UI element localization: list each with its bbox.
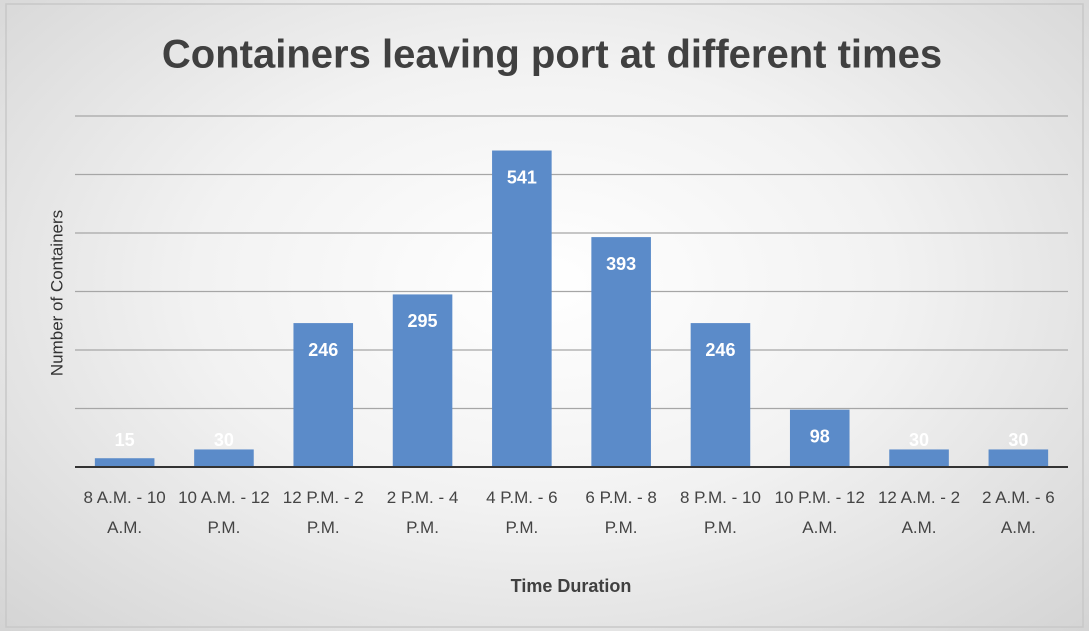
x-tick-label: 2 A.M. - 6 A.M.	[981, 488, 1055, 537]
bar	[94, 458, 155, 467]
data-label: 246	[308, 340, 338, 360]
bar	[492, 150, 552, 467]
x-tick-label: 8 P.M. - 10 P.M.	[679, 488, 761, 537]
data-label: 30	[214, 430, 234, 450]
x-tick-label: 10 A.M. - 12 P.M.	[178, 488, 270, 537]
data-label: 98	[810, 426, 830, 446]
bar	[591, 237, 651, 467]
chart-title: Containers leaving port at different tim…	[162, 33, 942, 77]
x-tick-label: 12 P.M. - 2 P.M.	[282, 488, 364, 537]
x-tick-label: 12 A.M. - 2 A.M.	[877, 488, 961, 537]
x-tick-label: 2 P.M. - 4 P.M.	[386, 488, 459, 537]
x-tick-label: 4 P.M. - 6 P.M.	[486, 488, 558, 537]
data-label: 393	[606, 254, 636, 274]
bar	[293, 323, 354, 467]
bar	[194, 449, 254, 467]
chart-border	[5, 3, 1084, 628]
data-label: 30	[909, 430, 929, 450]
data-label: 541	[507, 167, 537, 187]
data-label: 15	[115, 430, 135, 450]
bar	[690, 323, 751, 467]
data-label: 246	[705, 340, 735, 360]
bar	[392, 294, 453, 467]
y-axis-title: Number of Containers	[47, 210, 66, 376]
x-axis-title: Time Duration	[511, 576, 632, 596]
data-label: 30	[1008, 430, 1028, 450]
bar	[988, 449, 1049, 467]
bar	[889, 449, 949, 467]
bar	[789, 409, 850, 467]
x-tick-label: 6 P.M. - 8 P.M.	[585, 488, 657, 537]
x-tick-label: 10 P.M. - 12 A.M.	[774, 488, 865, 537]
data-label: 295	[408, 311, 438, 331]
x-tick-label: 8 A.M. - 10 A.M.	[83, 488, 166, 537]
